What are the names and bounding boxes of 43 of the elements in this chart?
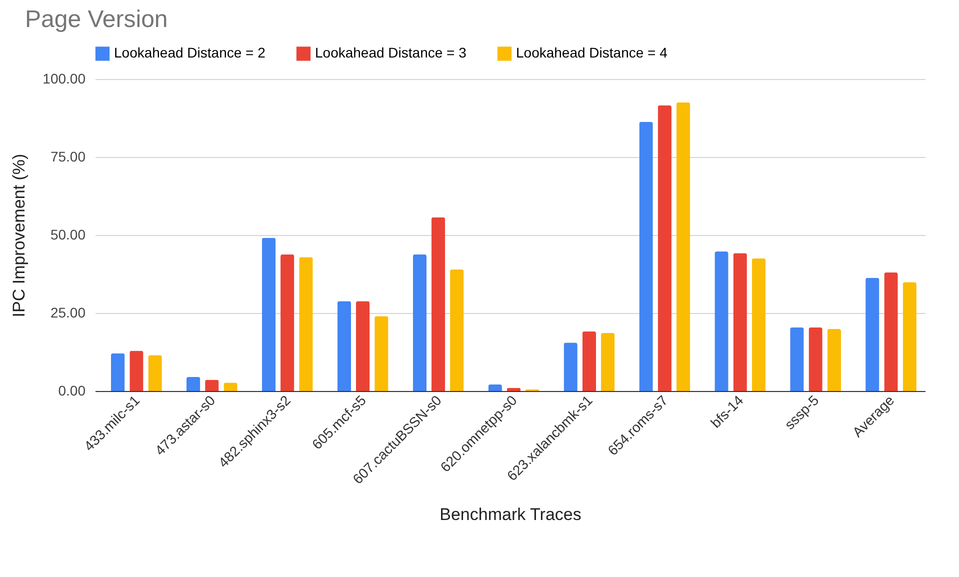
bar: [130, 350, 144, 391]
bar: [866, 278, 880, 391]
legend-label: Lookahead Distance = 3: [315, 44, 467, 61]
bar: [808, 327, 822, 391]
bar: [488, 384, 502, 391]
bar: [337, 301, 352, 391]
bar: [450, 269, 464, 391]
bar: [714, 252, 728, 391]
bar: [299, 257, 313, 391]
bar: [884, 272, 898, 391]
y-axis-title: IPC Improvement (%): [10, 154, 29, 318]
bar: [902, 282, 916, 391]
bar: [582, 331, 596, 391]
bar: [752, 258, 766, 391]
bar: [506, 388, 521, 391]
bar: [827, 328, 841, 391]
bar: [374, 316, 388, 391]
y-tick-label: 50.00: [50, 226, 86, 242]
bar: [262, 238, 276, 391]
y-tick-label: 75.00: [50, 148, 86, 164]
bar: [639, 122, 653, 391]
y-tick-label: 25.00: [50, 304, 86, 320]
bar: [600, 332, 615, 391]
bar: [186, 376, 200, 391]
bar: [676, 102, 690, 391]
y-tick-label: 0.00: [58, 382, 86, 398]
bar: [431, 217, 446, 391]
bar: [356, 301, 370, 391]
bar: [790, 327, 804, 391]
bar: [205, 380, 219, 391]
bar: [733, 253, 747, 391]
x-axis-title: Benchmark Traces: [440, 505, 582, 524]
bar: [280, 254, 294, 391]
bar: [412, 254, 427, 391]
bar: [224, 382, 238, 391]
bar: [564, 342, 578, 391]
chart-title: Page Version: [25, 6, 168, 33]
legend-label: Lookahead Distance = 2: [114, 44, 266, 61]
y-tick-label: 100.00: [42, 70, 86, 86]
bar: [658, 105, 672, 391]
bar: [148, 355, 162, 391]
legend-label: Lookahead Distance = 4: [516, 44, 668, 61]
bar: [110, 353, 125, 391]
